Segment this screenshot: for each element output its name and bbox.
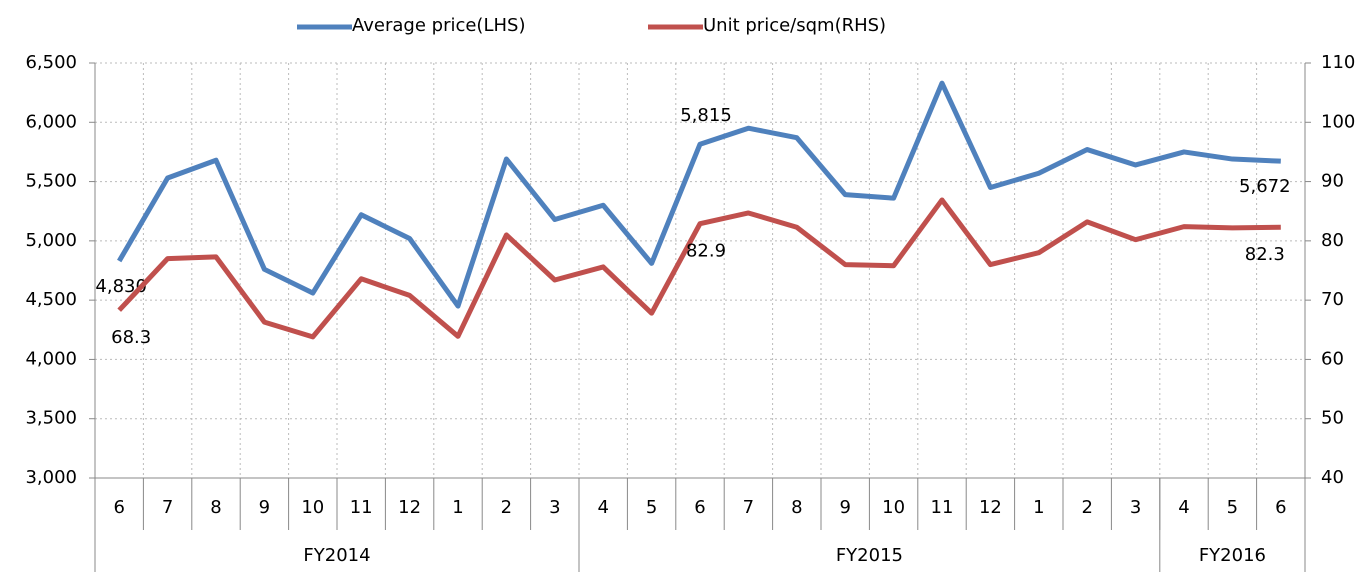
data-label: 5,672: [1239, 176, 1291, 197]
x-tick-label: 8: [210, 497, 221, 518]
y-tick-label: 5,000: [25, 230, 77, 251]
x-tick-label: 8: [791, 497, 802, 518]
y-tick-label: 4,000: [25, 348, 77, 369]
x-tick-label: 6: [1275, 497, 1286, 518]
y-tick-label: 6,500: [25, 52, 77, 73]
x-tick-label: 4: [1178, 497, 1189, 518]
series-line: [117, 80, 1281, 309]
legend-label: Unit price/sqm(RHS): [703, 15, 886, 36]
x-tick-label: 7: [162, 497, 173, 518]
y2-tick-label: 60: [1321, 348, 1344, 369]
x-tick-label: 6: [694, 497, 705, 518]
data-label: 82.9: [686, 241, 726, 262]
x-tick-label: 1: [452, 497, 463, 518]
x-tick-label: 3: [549, 497, 560, 518]
x-tick-label: 12: [398, 497, 421, 518]
x-tick-label: 9: [839, 497, 850, 518]
series-line: [117, 197, 1281, 340]
x-tick-label: 5: [1227, 497, 1238, 518]
y2-tick-label: 100: [1321, 111, 1355, 132]
x-tick-label: 5: [646, 497, 657, 518]
y-tick-label: 5,500: [25, 171, 77, 192]
x-tick-label: 12: [979, 497, 1002, 518]
y2-tick-label: 110: [1321, 52, 1355, 73]
legend-label: Average price(LHS): [352, 15, 525, 36]
y2-tick-label: 50: [1321, 408, 1344, 429]
y2-tick-label: 40: [1321, 467, 1344, 488]
x-tick-label: 4: [597, 497, 608, 518]
x-tick-label: 10: [301, 497, 324, 518]
data-label: 68.3: [111, 327, 151, 348]
x-group-label: FY2014: [303, 545, 370, 566]
x-tick-label: 2: [1081, 497, 1092, 518]
x-group-label: FY2015: [836, 545, 903, 566]
data-label: 82.3: [1245, 244, 1285, 265]
y-tick-label: 4,500: [25, 289, 77, 310]
y2-tick-label: 90: [1321, 171, 1344, 192]
x-tick-label: 6: [113, 497, 124, 518]
x-tick-label: 11: [350, 497, 373, 518]
x-tick-label: 3: [1130, 497, 1141, 518]
x-tick-label: 2: [501, 497, 512, 518]
x-tick-label: 11: [931, 497, 954, 518]
x-tick-label: 1: [1033, 497, 1044, 518]
y2-tick-label: 80: [1321, 230, 1344, 251]
x-group-label: FY2016: [1199, 545, 1266, 566]
y-tick-label: 3,000: [25, 467, 77, 488]
x-tick-label: 9: [259, 497, 270, 518]
y-tick-label: 6,000: [25, 111, 77, 132]
x-tick-label: 7: [743, 497, 754, 518]
data-label: 5,815: [680, 105, 732, 126]
y2-tick-label: 70: [1321, 289, 1344, 310]
y-tick-label: 3,500: [25, 408, 77, 429]
x-tick-label: 10: [882, 497, 905, 518]
